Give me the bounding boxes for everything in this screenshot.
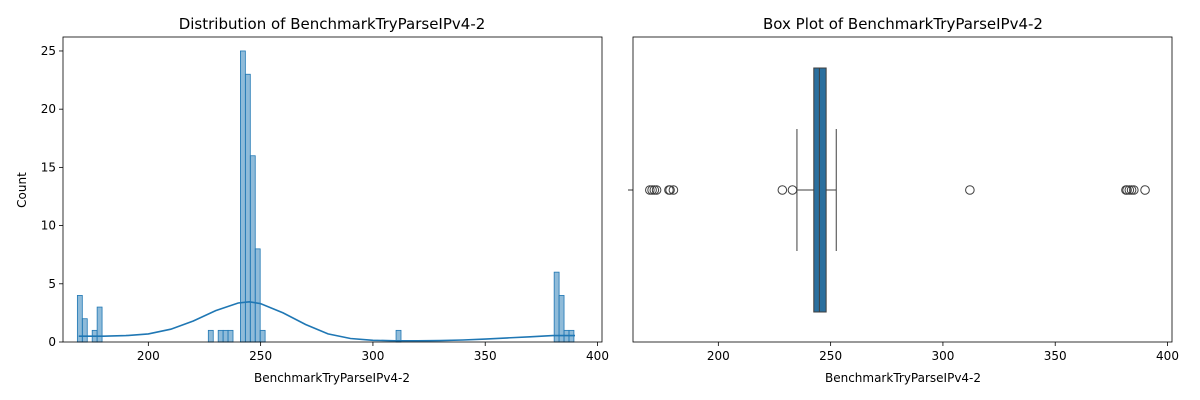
y-tick-label: 10 — [41, 219, 56, 233]
x-tick-label: 300 — [361, 349, 384, 363]
histogram-bar — [207, 329, 214, 343]
x-tick-label: 400 — [1156, 349, 1179, 363]
histogram-y-ticks: 0 5 10 15 20 25 — [41, 44, 63, 349]
boxplot-title: Box Plot of BenchmarkTryParseIPv4-2 — [763, 15, 1043, 33]
histogram-bar — [76, 295, 83, 343]
histogram-bar — [553, 271, 560, 343]
x-tick-label: 250 — [819, 349, 842, 363]
iqr-box — [813, 67, 827, 313]
kde-curve — [78, 300, 575, 342]
outlier-point — [787, 185, 798, 195]
histogram-y-label: Count — [15, 172, 29, 208]
boxplot-axes-frame — [632, 36, 1173, 343]
outlier-point — [1129, 185, 1139, 195]
outlier-point — [668, 185, 679, 195]
x-tick-label: 300 — [931, 349, 954, 363]
outlier-point — [645, 185, 655, 195]
x-tick-label: 350 — [1044, 349, 1067, 363]
histogram-bar — [217, 329, 224, 343]
outlier-point — [665, 185, 675, 195]
outlier-point — [1126, 185, 1137, 195]
histogram-bar — [81, 318, 88, 343]
histogram-bar — [249, 155, 256, 343]
outlier-point — [1124, 185, 1135, 195]
y-tick-label: 5 — [48, 277, 56, 291]
histogram-bars — [76, 50, 575, 343]
x-tick-label: 200 — [707, 349, 730, 363]
histogram-bar — [254, 248, 261, 343]
outlier-point — [651, 185, 662, 195]
boxplot-elements — [645, 67, 1150, 313]
y-tick-label: 25 — [41, 44, 56, 58]
histogram-chart: Distribution of BenchmarkTryParseIPv4-2 … — [15, 15, 609, 385]
boxplot-x-ticks: 200 250 300 350 400 — [707, 342, 1179, 363]
histogram-x-label: BenchmarkTryParseIPv4-2 — [254, 371, 410, 385]
x-tick-label: 250 — [249, 349, 272, 363]
boxplot-x-label: BenchmarkTryParseIPv4-2 — [825, 371, 981, 385]
x-tick-label: 200 — [137, 349, 160, 363]
outlier-point — [965, 185, 975, 195]
outlier-point — [1122, 185, 1132, 195]
outlier-point — [649, 185, 660, 195]
y-tick-label: 20 — [41, 102, 56, 116]
histogram-bar — [259, 329, 266, 343]
histogram-bar — [240, 50, 246, 343]
y-tick-label: 15 — [41, 160, 56, 174]
y-tick-label: 0 — [48, 335, 56, 349]
outlier-point — [777, 185, 788, 195]
x-tick-label: 350 — [474, 349, 497, 363]
histogram-title: Distribution of BenchmarkTryParseIPv4-2 — [179, 15, 486, 33]
histogram-x-ticks: 200 250 300 350 400 — [137, 342, 609, 363]
boxplot-chart: Box Plot of BenchmarkTryParseIPv4-2 200 2… — [628, 15, 1179, 385]
x-tick-label: 400 — [586, 349, 609, 363]
outlier-point — [1140, 185, 1150, 195]
outlier-point — [647, 185, 657, 195]
histogram-bar — [227, 329, 234, 343]
histogram-bar — [222, 329, 229, 343]
histogram-axes-frame — [62, 36, 603, 343]
